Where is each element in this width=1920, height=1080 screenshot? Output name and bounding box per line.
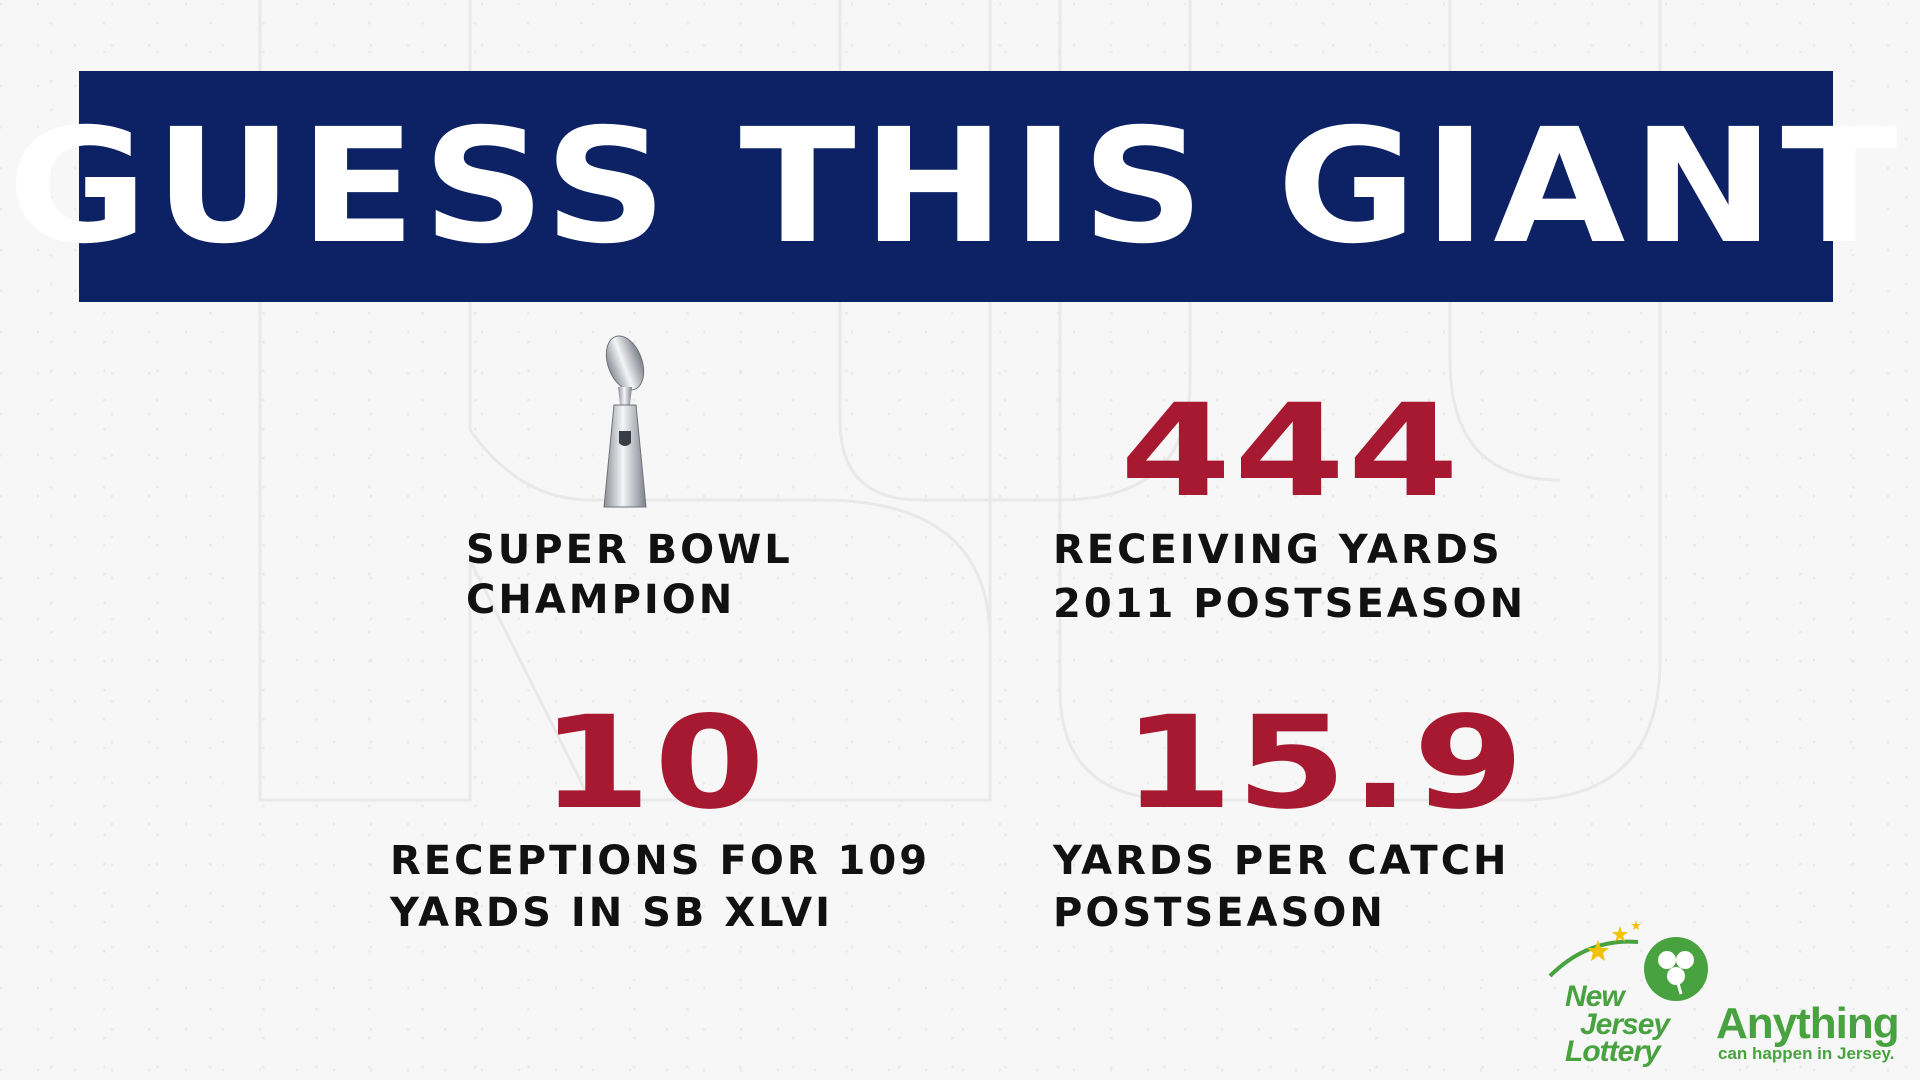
shamrock-icon — [1644, 937, 1708, 1001]
stat-label-line2: 2011 POSTSEASON — [1053, 581, 1527, 627]
stat-label-line1: SUPER BOWL — [466, 527, 793, 573]
stat-value: 444 — [1120, 377, 1462, 526]
star-icon — [1548, 920, 1641, 978]
stat-label-line2: POSTSEASON — [1053, 890, 1386, 936]
stat-label-line1: RECEIVING YARDS — [1053, 527, 1503, 573]
title-banner: GUESS THIS GIANT — [8, 71, 1898, 302]
sponsor-tagline-sub: can happen in Jersey. — [1718, 1044, 1895, 1063]
logo-text-lottery: Lottery — [1565, 1035, 1661, 1068]
logo-text-jersey: Jersey — [1580, 1008, 1670, 1041]
stat-value: 15.9 — [1122, 689, 1527, 838]
stat-value: 10 — [540, 689, 768, 838]
page-title: GUESS THIS GIANT — [7, 94, 1905, 279]
nj-lottery-logo: New Jersey Lottery — [1548, 918, 1718, 1068]
sponsor-tagline: Anything — [1716, 999, 1900, 1048]
stat-label-line1: RECEPTIONS FOR 109 — [390, 838, 931, 884]
stat-label-line2: YARDS IN SB XLVI — [390, 890, 833, 936]
stat-label-line2: CHAMPION — [466, 577, 736, 623]
stat-label-line1: YARDS PER CATCH — [1053, 838, 1510, 884]
logo-text-new: New — [1565, 980, 1625, 1013]
super-bowl-trophy-icon — [603, 335, 647, 508]
